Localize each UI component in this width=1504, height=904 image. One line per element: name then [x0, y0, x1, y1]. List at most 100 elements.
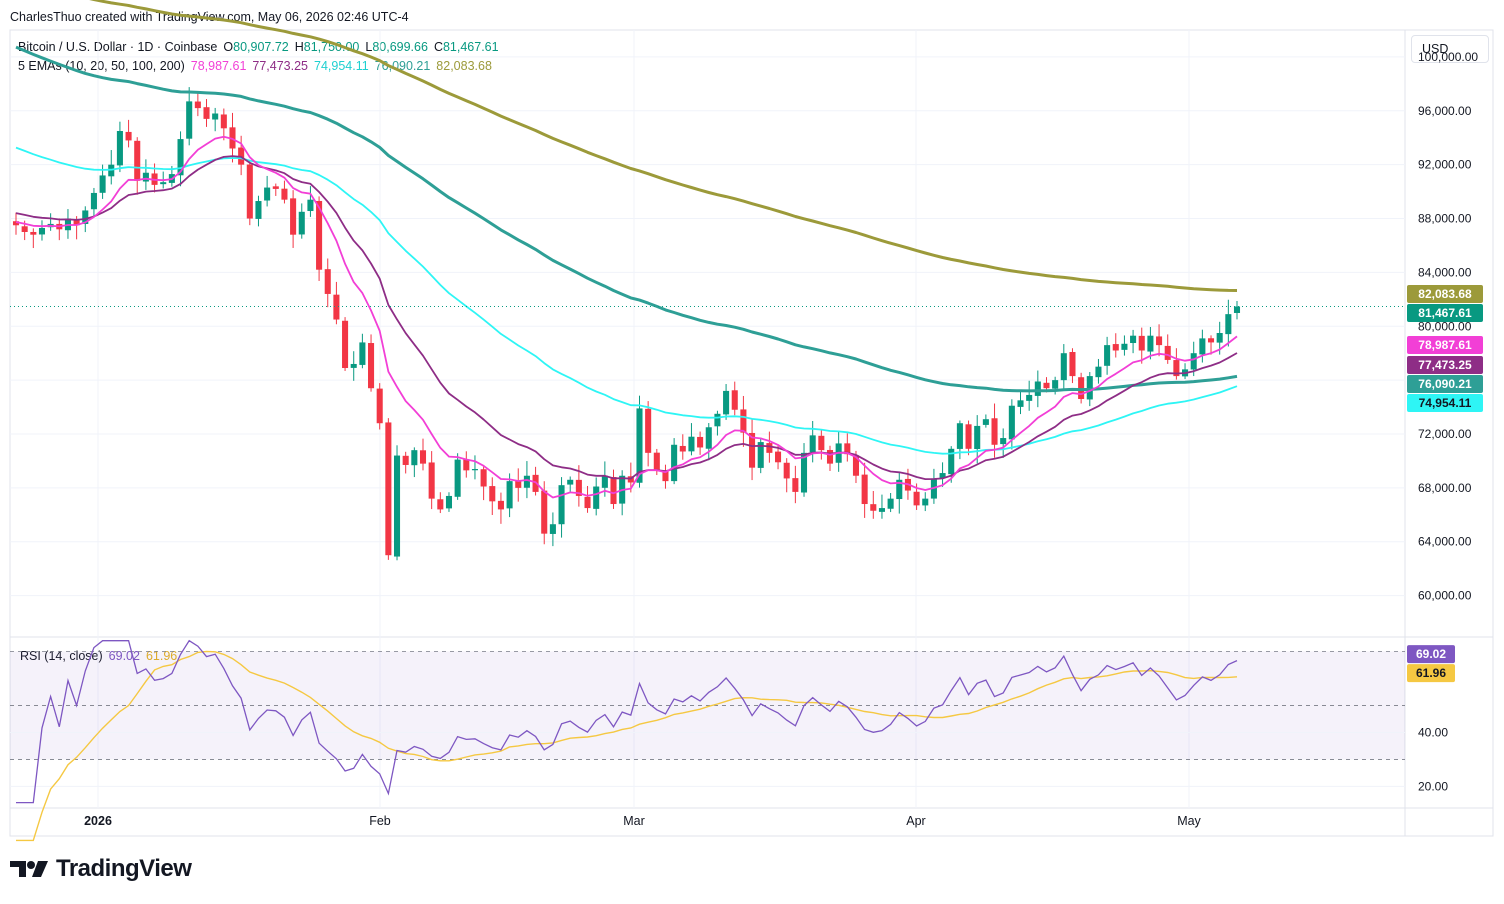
x-tick-label: 2026 [84, 814, 112, 828]
x-tick-label: Mar [623, 814, 645, 828]
candle-body [1216, 333, 1223, 343]
candle-body [203, 107, 210, 119]
rsi-value-tag-bg [1407, 664, 1455, 683]
candle-body [90, 192, 97, 210]
candle-body [749, 432, 756, 468]
candle-body [350, 363, 357, 368]
ema100-value: 76,090.21 [374, 59, 431, 73]
y-tick-label: 100,000.00 [1418, 50, 1478, 64]
candle-body [134, 140, 141, 181]
candle-body [852, 455, 860, 476]
candle-body [965, 424, 972, 449]
y-tick-label: 64,000.00 [1418, 535, 1472, 549]
candle-body [480, 469, 487, 487]
candle-body [1052, 380, 1059, 389]
candle-body [731, 390, 738, 410]
candle-body [991, 418, 998, 445]
rsi-value-tag-bg [1407, 645, 1455, 664]
x-tick-label: Feb [369, 814, 391, 828]
candle-body [523, 475, 530, 488]
rsi-legend-title[interactable]: RSI (14, close) [20, 649, 103, 663]
symbol-legend: Bitcoin / U.S. Dollar · 1D · Coinbase O80… [18, 40, 499, 54]
y-tick-label: 60,000.00 [1418, 589, 1472, 603]
candle-body [584, 496, 591, 509]
candle-body [316, 200, 323, 270]
candle-body [376, 388, 383, 424]
candle-body [1086, 376, 1093, 400]
candle-body [1138, 335, 1145, 351]
symbol-name[interactable]: Bitcoin / U.S. Dollar · 1D · Coinbase [18, 40, 218, 54]
candle-body [870, 504, 877, 511]
candle-body [272, 186, 279, 189]
candle-body [515, 480, 522, 488]
candle-body [809, 435, 816, 453]
rsi-line [16, 639, 1238, 804]
candle-body [792, 478, 799, 492]
candle-body [1207, 338, 1215, 343]
candle-body [393, 455, 401, 557]
candle-body [740, 409, 747, 433]
y-tick-label: 88,000.00 [1418, 212, 1472, 226]
candle-body [264, 187, 271, 201]
price-label: 81,467.61 [1418, 306, 1472, 320]
ema-legend-title[interactable]: 5 EMAs (10, 20, 50, 100, 200) [18, 59, 185, 73]
rsi-tick-label: 40.00 [1418, 725, 1448, 739]
candle-body [463, 459, 470, 471]
chart-border [9, 29, 1494, 837]
candle-body [1069, 352, 1076, 377]
candle-body [636, 408, 643, 483]
candle-body [800, 452, 808, 493]
candle-body [1164, 345, 1171, 360]
candle-body [1034, 381, 1041, 396]
candle-body [878, 508, 885, 512]
candle-body [333, 294, 340, 320]
candle-body [99, 175, 106, 193]
y-tick-label: 72,000.00 [1418, 427, 1472, 441]
candle-body [679, 445, 686, 452]
candle-body [982, 419, 989, 425]
candle-body [1233, 306, 1241, 313]
price-label-bg [1407, 375, 1483, 393]
ema50-value: 74,954.11 [314, 59, 369, 73]
candle-body [160, 182, 167, 185]
rsi-tick-label: 20.00 [1418, 779, 1448, 793]
candle-body [818, 435, 825, 451]
candle-body [142, 172, 149, 182]
tradingview-logo[interactable]: TradingView [10, 855, 192, 883]
ema20-line [15, 155, 1238, 481]
price-label: 82,083.68 [1418, 287, 1472, 301]
price-label-bg [1407, 336, 1483, 354]
candle-body [887, 498, 894, 509]
candle-body [12, 221, 20, 226]
candle-body [290, 198, 297, 235]
candle-body [220, 114, 227, 129]
candle-body [861, 474, 868, 505]
candle-body [506, 481, 513, 509]
candle-body [601, 475, 608, 488]
low-value: 80,699.66 [372, 40, 428, 54]
candle-body [125, 131, 132, 141]
candle-body [411, 450, 418, 466]
candle-body [558, 485, 565, 525]
candle-body [359, 342, 366, 365]
candle-body [714, 413, 721, 427]
candle-body [567, 479, 574, 485]
candle-body [1130, 335, 1137, 344]
candle-body [1026, 394, 1033, 401]
candle-body [497, 500, 504, 510]
price-label: 78,987.61 [1418, 338, 1472, 352]
candle-body [212, 113, 219, 120]
candle-body [246, 164, 253, 219]
candle-body [705, 427, 712, 449]
candle-body [186, 101, 193, 139]
candle-body [82, 210, 89, 225]
currency-button[interactable]: USD [1411, 35, 1489, 63]
price-label-bg [1407, 285, 1483, 303]
candle-body [1104, 345, 1111, 366]
ema100-line [15, 45, 1238, 393]
candle-body [775, 451, 782, 463]
candle-body [1008, 405, 1015, 440]
price-label-bg [1407, 394, 1483, 412]
candle-body [645, 408, 652, 453]
